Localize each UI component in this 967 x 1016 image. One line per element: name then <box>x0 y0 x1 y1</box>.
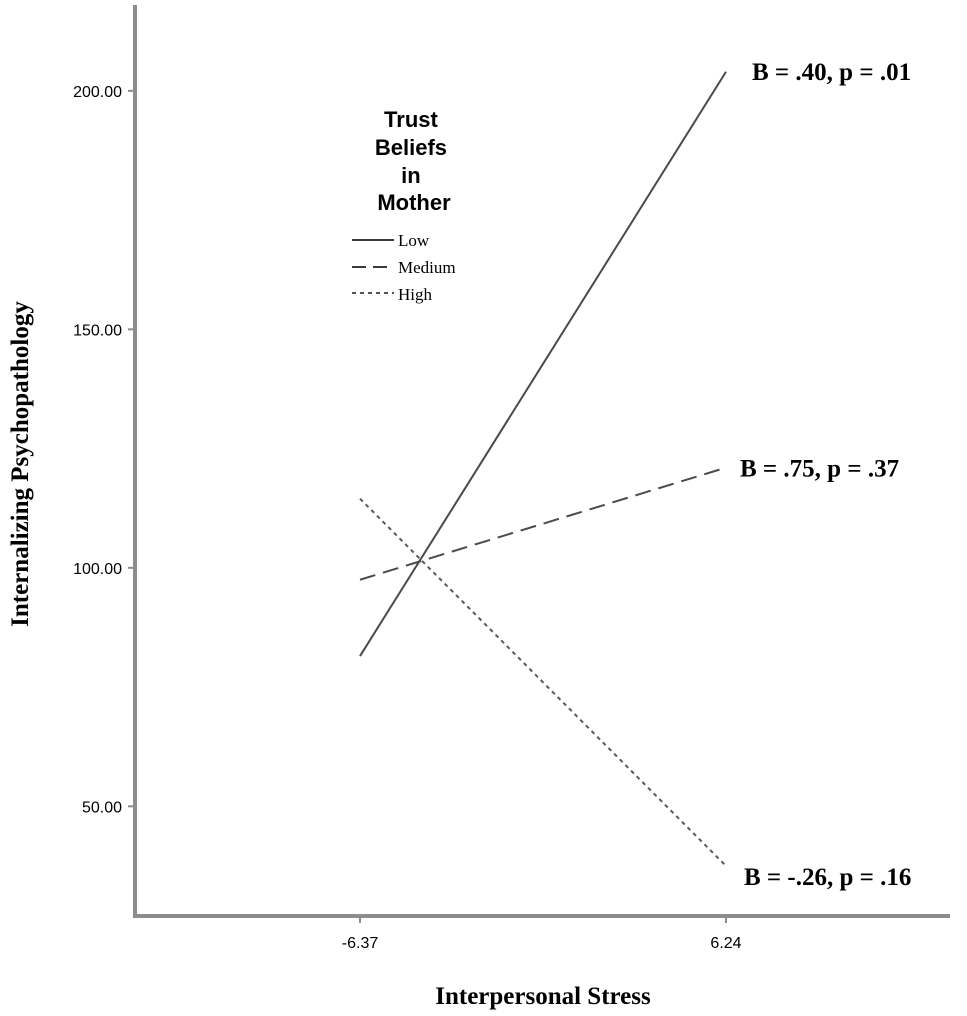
y-tick-label: 200.00 <box>73 84 122 101</box>
legend-label-high: High <box>398 285 433 304</box>
series-line-high <box>359 497 727 867</box>
y-tick-label: 50.00 <box>82 799 122 816</box>
y-tick-label: 100.00 <box>73 561 122 578</box>
plot-axes <box>133 5 950 918</box>
legend-label-medium: Medium <box>398 258 456 277</box>
y-tick-group: 50.00 100.00 150.00 200.00 <box>73 84 135 816</box>
legend: Trust Beliefs in Mother Low Medium High <box>352 107 456 304</box>
legend-title-line: Mother <box>377 190 451 215</box>
legend-title-line: in <box>401 163 421 188</box>
annotation-group: B = .40, p = .01 B = .75, p = .37 B = -.26… <box>740 59 911 891</box>
series-line-low <box>359 71 727 657</box>
series-annotation-low: B = .40, p = .01 <box>752 59 911 86</box>
series-line-medium <box>359 466 727 581</box>
legend-title-line: Beliefs <box>375 135 447 160</box>
x-tick-label: -6.37 <box>342 935 379 952</box>
series-annotation-medium: B = .75, p = .37 <box>740 456 899 483</box>
series-annotation-high: B = -.26, p = .16 <box>744 864 911 891</box>
y-axis-title: Internalizing Psychopathology <box>7 301 34 627</box>
series-line-group <box>359 71 727 867</box>
legend-title-line: Trust <box>384 107 438 132</box>
x-tick-label: 6.24 <box>710 935 741 952</box>
legend-label-low: Low <box>398 231 430 250</box>
x-tick-group: -6.37 6.24 <box>342 916 742 952</box>
y-tick-label: 150.00 <box>73 322 122 339</box>
x-axis-title: Interpersonal Stress <box>435 983 651 1010</box>
svg-text:Trust Beliefs in: Trust Beliefs in Mother <box>375 107 453 215</box>
